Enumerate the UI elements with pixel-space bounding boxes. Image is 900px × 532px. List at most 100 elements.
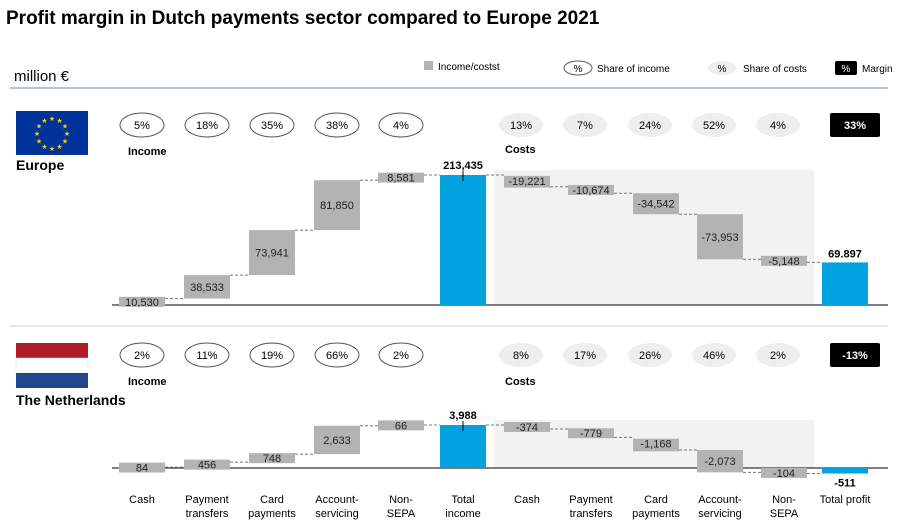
category-label: servicing (698, 508, 741, 520)
waterfall-bar (697, 214, 743, 260)
income-share: 2% (393, 350, 409, 362)
panel-nl: The Netherlands 2% 11% 19% 66% 2% 8% 17% 26% 46% 2… (15, 342, 888, 490)
margin-value: 33% (844, 120, 866, 132)
costs-shade (494, 170, 814, 305)
waterfall-bar (249, 453, 295, 464)
waterfall-bar (633, 193, 679, 215)
margin-value: -13% (842, 350, 868, 362)
category-label: income (445, 508, 480, 520)
income-share: 2% (134, 350, 150, 362)
legend-income: Share of income (597, 64, 670, 75)
costs-label: Costs (505, 376, 536, 388)
waterfall-bar (761, 255, 807, 266)
category-label: Total profit (820, 494, 871, 506)
legend-bar-swatch (424, 61, 433, 70)
legend-margin: Margin (862, 64, 893, 75)
costs-share: 4% (770, 120, 786, 132)
star-icon: ★ (56, 143, 62, 151)
chart-title: Profit margin in Dutch payments sector c… (6, 8, 600, 29)
bar-value-label: 84 (136, 463, 148, 475)
waterfall-bar (119, 462, 165, 473)
star-icon: ★ (41, 117, 47, 125)
waterfall-bar (184, 459, 230, 470)
costs-share-ellipse (628, 113, 672, 137)
bar-value-label: -374 (516, 422, 538, 434)
waterfall-bar (504, 175, 550, 188)
costs-share-ellipse (756, 343, 800, 367)
costs-share: 13% (510, 120, 532, 132)
bar-value-label: -1,168 (640, 439, 671, 451)
category-label: Cash (129, 494, 155, 506)
star-icon: ★ (62, 123, 68, 131)
star-icon: ★ (62, 138, 68, 146)
costs-share: 7% (577, 120, 593, 132)
costs-share-ellipse (756, 113, 800, 137)
waterfall-bar (697, 450, 743, 473)
bar-value-label: -5,148 (768, 256, 799, 268)
bar-value-label: 81,850 (320, 200, 354, 212)
bar-value-label: 10,530 (125, 297, 159, 309)
costs-share: 52% (703, 120, 725, 132)
margin-badge (830, 343, 880, 367)
star-icon: ★ (49, 145, 55, 153)
bar-value-label: -2,073 (704, 456, 735, 468)
income-share-ellipse (249, 342, 295, 368)
star-icon: ★ (41, 143, 47, 151)
income-share-ellipse (314, 342, 360, 368)
waterfall-bar (633, 438, 679, 452)
costs-share-ellipse (499, 343, 543, 367)
bar-value-label: 456 (198, 460, 216, 472)
waterfall-bar (378, 420, 424, 431)
nl-flag-icon (16, 343, 88, 358)
total-profit-bar (822, 468, 868, 474)
category-label: Account- (315, 494, 359, 506)
income-share: 18% (196, 120, 218, 132)
bar-value-label: 748 (263, 453, 281, 465)
income-label: Income (128, 376, 167, 388)
waterfall-bar (119, 296, 165, 307)
waterfall-bar (378, 172, 424, 183)
bar-value-label: -34,542 (637, 199, 674, 211)
unit-label: million € (14, 68, 70, 85)
legend-margin-box (835, 61, 857, 75)
costs-share-ellipse (563, 343, 607, 367)
costs-share: 8% (513, 350, 529, 362)
waterfall-bar (761, 467, 807, 478)
income-share-ellipse (378, 342, 424, 368)
star-icon: ★ (49, 115, 55, 123)
category-label: SEPA (770, 508, 799, 520)
region-name: The Netherlands (16, 392, 126, 408)
category-label: Payment (569, 494, 612, 506)
costs-share: 17% (574, 350, 596, 362)
nl-flag-white (15, 357, 89, 374)
category-label: transfers (186, 508, 229, 520)
category-label: payments (248, 508, 296, 520)
income-share-ellipse (314, 112, 360, 138)
category-label: Payment (185, 494, 228, 506)
waterfall-bar (184, 275, 230, 299)
total-profit-label: 69.897 (828, 248, 862, 260)
waterfall-bar (504, 422, 550, 433)
bar-value-label: 2,633 (323, 435, 351, 447)
income-share-ellipse (184, 112, 230, 138)
category-label: Non- (772, 494, 796, 506)
star-icon: ★ (36, 138, 42, 146)
legend-income-symbol: % (574, 64, 583, 75)
bar-value-label: -779 (580, 428, 602, 440)
category-label: Card (644, 494, 668, 506)
eu-flag-icon (16, 111, 88, 155)
costs-share-ellipse (628, 343, 672, 367)
category-label: Non- (389, 494, 413, 506)
costs-share: 2% (770, 350, 786, 362)
costs-share: 46% (703, 350, 725, 362)
costs-share-ellipse (692, 113, 736, 137)
income-share: 11% (196, 350, 217, 362)
region-name: Europe (16, 157, 64, 173)
bar-value-label: 66 (395, 420, 407, 432)
category-label: Total (451, 494, 474, 506)
costs-share-ellipse (563, 113, 607, 137)
star-icon: ★ (36, 123, 42, 131)
